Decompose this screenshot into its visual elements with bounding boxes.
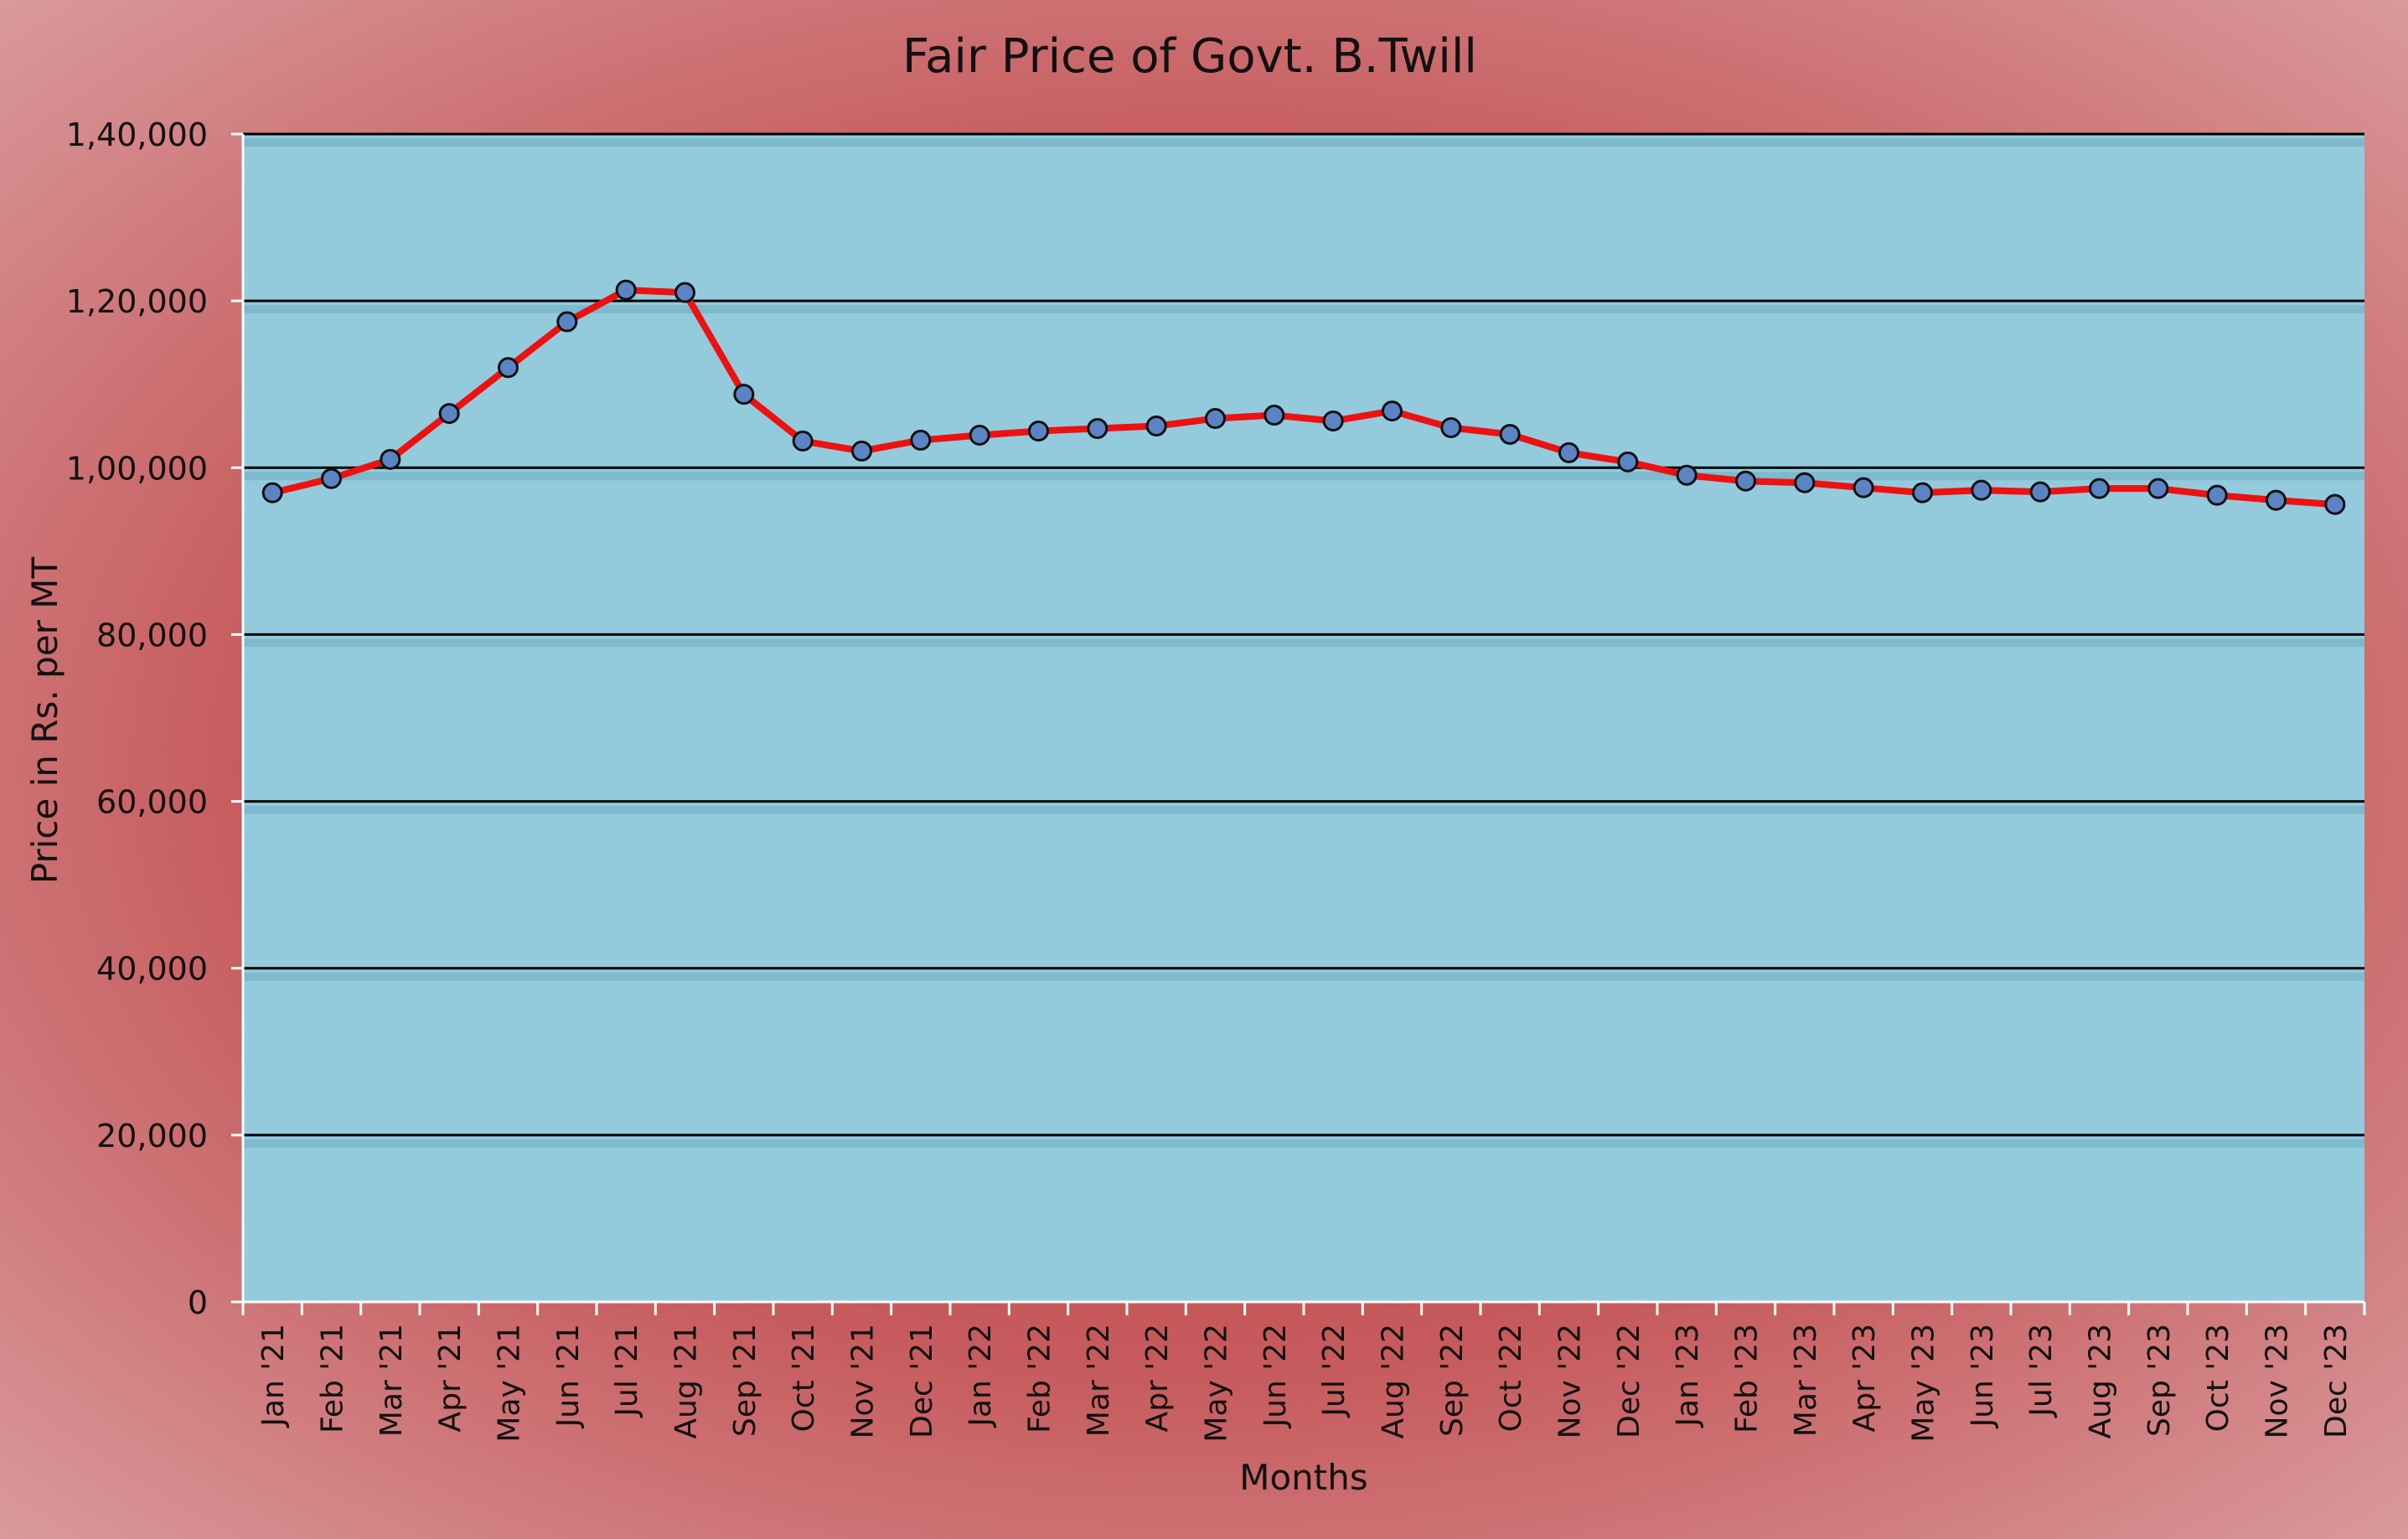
- y-tick-label: 1,20,000: [66, 283, 208, 320]
- x-tick-label: Oct '21: [787, 1324, 821, 1432]
- x-tick-label: Jul '23: [2024, 1324, 2059, 1418]
- x-tick-label: Jun '23: [1966, 1324, 2000, 1428]
- x-tick-label: May '23: [1907, 1324, 1941, 1443]
- data-point: [1263, 405, 1285, 426]
- data-point: [2147, 478, 2169, 499]
- chart-title: Fair Price of Govt. B.Twill: [902, 29, 1477, 84]
- y-tick-label: 1,40,000: [66, 116, 208, 153]
- data-point: [380, 448, 401, 470]
- axes: [231, 132, 2366, 1315]
- x-tick-label: May '21: [493, 1324, 527, 1443]
- series-layer: [261, 279, 2346, 515]
- x-tick-label: Oct '22: [1494, 1324, 1528, 1432]
- data-point: [851, 440, 872, 462]
- x-tick-label: Aug '21: [669, 1324, 704, 1438]
- x-tick-label: Dec '23: [2319, 1324, 2354, 1438]
- x-tick-label: Nov '21: [846, 1324, 881, 1438]
- x-tick-label: Apr '23: [1847, 1324, 1882, 1432]
- data-point: [1794, 472, 1816, 493]
- y-tick-label: 0: [188, 1284, 208, 1321]
- x-tick-label: Nov '22: [1553, 1324, 1588, 1438]
- x-tick-label: Jan '23: [1671, 1324, 1705, 1428]
- data-point: [2206, 484, 2228, 506]
- x-tick-label: Aug '22: [1377, 1324, 1411, 1438]
- data-point: [1028, 420, 1049, 442]
- data-point: [1322, 411, 1344, 432]
- y-tick-label: 80,000: [96, 617, 208, 653]
- data-point: [1440, 416, 1462, 438]
- data-point: [792, 430, 814, 452]
- x-tick-label: Jun '21: [551, 1324, 586, 1428]
- data-point: [321, 467, 342, 489]
- data-point: [1735, 470, 1756, 492]
- data-point: [1617, 451, 1639, 473]
- data-point: [2266, 489, 2287, 511]
- y-axis-label: Price in Rs. per MT: [24, 557, 65, 885]
- x-tick-label: May '22: [1200, 1324, 1234, 1443]
- data-point: [2089, 478, 2110, 499]
- data-point: [261, 482, 283, 504]
- y-tick-label: 60,000: [96, 784, 208, 821]
- x-tick-label: Feb '21: [316, 1324, 350, 1433]
- data-point: [1912, 482, 1933, 504]
- data-point: [1145, 416, 1167, 436]
- data-point: [1971, 479, 1992, 501]
- x-tick-label: Oct '23: [2201, 1324, 2235, 1432]
- data-point: [1853, 477, 1874, 498]
- data-point: [498, 357, 519, 379]
- data-point: [1087, 417, 1108, 439]
- x-tick-label: Aug '23: [2084, 1324, 2118, 1438]
- data-point: [969, 424, 990, 446]
- y-tick-label: 20,000: [96, 1118, 208, 1154]
- plot-area: [243, 134, 2364, 1302]
- x-tick-label: Apr '22: [1140, 1324, 1175, 1432]
- data-point: [1205, 408, 1226, 430]
- data-point: [556, 311, 578, 333]
- data-point: [733, 384, 755, 405]
- data-point: [674, 281, 695, 303]
- data-point: [1558, 442, 1579, 463]
- x-tick-label: Jan '21: [256, 1324, 291, 1428]
- data-point: [2324, 493, 2346, 515]
- y-tick-label: 40,000: [96, 951, 208, 988]
- y-tick-labels: 0 20,000 40,000 60,000 80,000 1,00,000 1,20,00…: [66, 116, 208, 1321]
- x-tick-label: Nov '23: [2261, 1324, 2295, 1438]
- data-point: [1676, 464, 1697, 486]
- data-point: [438, 403, 460, 425]
- x-tick-label: Jun '22: [1258, 1324, 1293, 1428]
- x-tick-label: Dec '22: [1612, 1324, 1646, 1438]
- x-tick-labels: Jan '21 Feb '21 Mar '21 Apr '21 May '21 Jun '…: [256, 1324, 2354, 1443]
- data-point: [1499, 423, 1521, 445]
- x-tick-label: Feb '23: [1730, 1324, 1765, 1433]
- x-tick-label: Mar '21: [375, 1324, 409, 1437]
- x-tick-label: Mar '22: [1082, 1324, 1116, 1437]
- x-tick-label: Jan '22: [964, 1324, 998, 1428]
- y-tick-label: 1,00,000: [66, 450, 208, 487]
- x-tick-label: Sep '22: [1435, 1324, 1470, 1437]
- x-tick-label: Sep '23: [2142, 1324, 2177, 1437]
- data-point: [1382, 400, 1403, 422]
- x-tick-label: Apr '21: [433, 1324, 468, 1432]
- x-axis-label: Months: [1239, 1457, 1368, 1498]
- x-tick-label: Jul '22: [1317, 1324, 1351, 1418]
- data-point: [615, 279, 637, 301]
- x-tick-label: Dec '21: [905, 1324, 939, 1438]
- x-tick-label: Mar '23: [1789, 1324, 1823, 1437]
- data-point: [910, 429, 932, 451]
- x-tick-label: Feb '22: [1023, 1324, 1057, 1433]
- x-tick-label: Jul '21: [610, 1324, 644, 1418]
- x-tick-label: Sep '21: [728, 1324, 762, 1437]
- data-point: [2029, 481, 2051, 503]
